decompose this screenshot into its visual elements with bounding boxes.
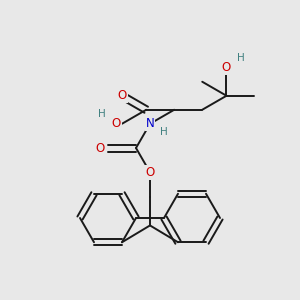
Text: O: O bbox=[146, 166, 154, 179]
Text: N: N bbox=[146, 117, 154, 130]
Text: H: H bbox=[160, 127, 168, 137]
Text: O: O bbox=[111, 117, 121, 130]
Text: O: O bbox=[222, 61, 231, 74]
Text: H: H bbox=[98, 109, 106, 119]
Text: O: O bbox=[117, 89, 127, 102]
Text: H: H bbox=[237, 53, 244, 63]
Text: O: O bbox=[95, 142, 105, 154]
